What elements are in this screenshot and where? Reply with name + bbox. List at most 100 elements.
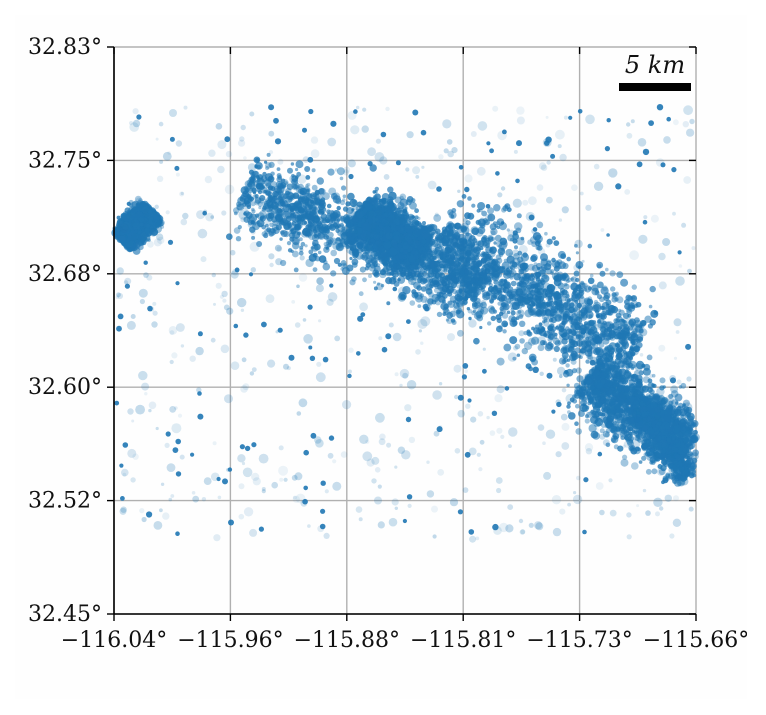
event-point [336, 243, 344, 252]
event-point [265, 223, 269, 228]
event-point [568, 412, 576, 420]
event-point [609, 379, 615, 386]
event-point [256, 212, 265, 220]
event-point [483, 294, 487, 298]
event-point [645, 468, 652, 475]
event-point [583, 306, 589, 312]
event-point [235, 236, 242, 242]
event-point [413, 281, 421, 290]
event-point [298, 250, 304, 256]
event-point [541, 300, 546, 304]
event-point [527, 263, 535, 271]
event-point [291, 182, 300, 191]
event-point [627, 313, 632, 318]
event-point [678, 385, 683, 389]
event-point [262, 214, 268, 219]
event-point [625, 307, 632, 313]
event-point [274, 198, 281, 206]
event-point [340, 267, 345, 271]
event-point [342, 243, 347, 248]
event-point [496, 357, 505, 366]
event-point [433, 214, 442, 222]
event-point [426, 257, 432, 263]
event-point [509, 318, 518, 328]
event-point [267, 191, 273, 197]
event-point [252, 170, 260, 178]
event-point [322, 262, 331, 271]
event-point [543, 317, 547, 321]
event-point [427, 298, 434, 305]
event-point [610, 435, 619, 444]
event-point [620, 278, 629, 287]
event-point [311, 184, 318, 191]
event-point [250, 171, 256, 177]
event-point [593, 299, 599, 305]
event-point [580, 329, 587, 335]
event-point [270, 196, 278, 203]
event-point [316, 177, 324, 185]
event-point [259, 195, 266, 202]
seismicity-map: −116.04° −115.96° −115.88° −115.81° −115.73°… [28, 35, 747, 653]
event-point [454, 264, 458, 268]
event-point [256, 165, 261, 169]
event-point [605, 383, 609, 387]
event-point [316, 277, 324, 285]
event-point [252, 191, 257, 195]
event-point [491, 236, 496, 241]
event-point [497, 301, 502, 306]
event-point [258, 206, 262, 210]
event-point [617, 352, 624, 359]
event-point [605, 267, 609, 272]
event-point [327, 168, 335, 176]
event-point [491, 273, 500, 282]
event-point [297, 188, 303, 194]
event-point [544, 343, 553, 352]
event-point [424, 283, 433, 291]
event-point [515, 294, 522, 301]
event-point [630, 347, 634, 352]
event-point [616, 271, 624, 278]
event-point [561, 338, 568, 345]
event-point [262, 171, 267, 177]
event-point [339, 176, 344, 181]
event-point [615, 318, 620, 323]
event-point [460, 270, 465, 276]
event-point [297, 231, 301, 236]
event-point [519, 338, 525, 344]
event-point [609, 399, 615, 406]
event-point [631, 338, 638, 346]
event-point [318, 208, 323, 214]
event-point [311, 234, 320, 242]
event-point [503, 271, 511, 279]
event-point [516, 213, 522, 219]
event-point [584, 418, 590, 424]
event-point [453, 276, 460, 284]
event-point [470, 244, 475, 249]
event-point [478, 277, 483, 282]
event-point [268, 161, 275, 168]
event-point [530, 254, 538, 261]
event-point [373, 280, 377, 284]
event-point [256, 241, 263, 247]
event-point [251, 235, 256, 240]
event-point [497, 247, 506, 256]
event-point [417, 277, 423, 283]
event-point [318, 206, 327, 214]
event-point [276, 208, 282, 213]
event-point [495, 254, 502, 260]
event-point [628, 384, 637, 393]
event-point [451, 271, 456, 277]
event-point [286, 241, 292, 246]
event-point [574, 302, 582, 310]
event-point [573, 270, 580, 277]
event-point [567, 277, 572, 283]
event-point [494, 224, 498, 228]
event-point [496, 266, 504, 274]
event-point [566, 383, 570, 387]
event-point [275, 213, 284, 222]
event-point [496, 317, 502, 324]
event-point [478, 268, 486, 276]
event-point [295, 167, 299, 172]
event-point [557, 250, 566, 259]
event-point [491, 259, 497, 265]
